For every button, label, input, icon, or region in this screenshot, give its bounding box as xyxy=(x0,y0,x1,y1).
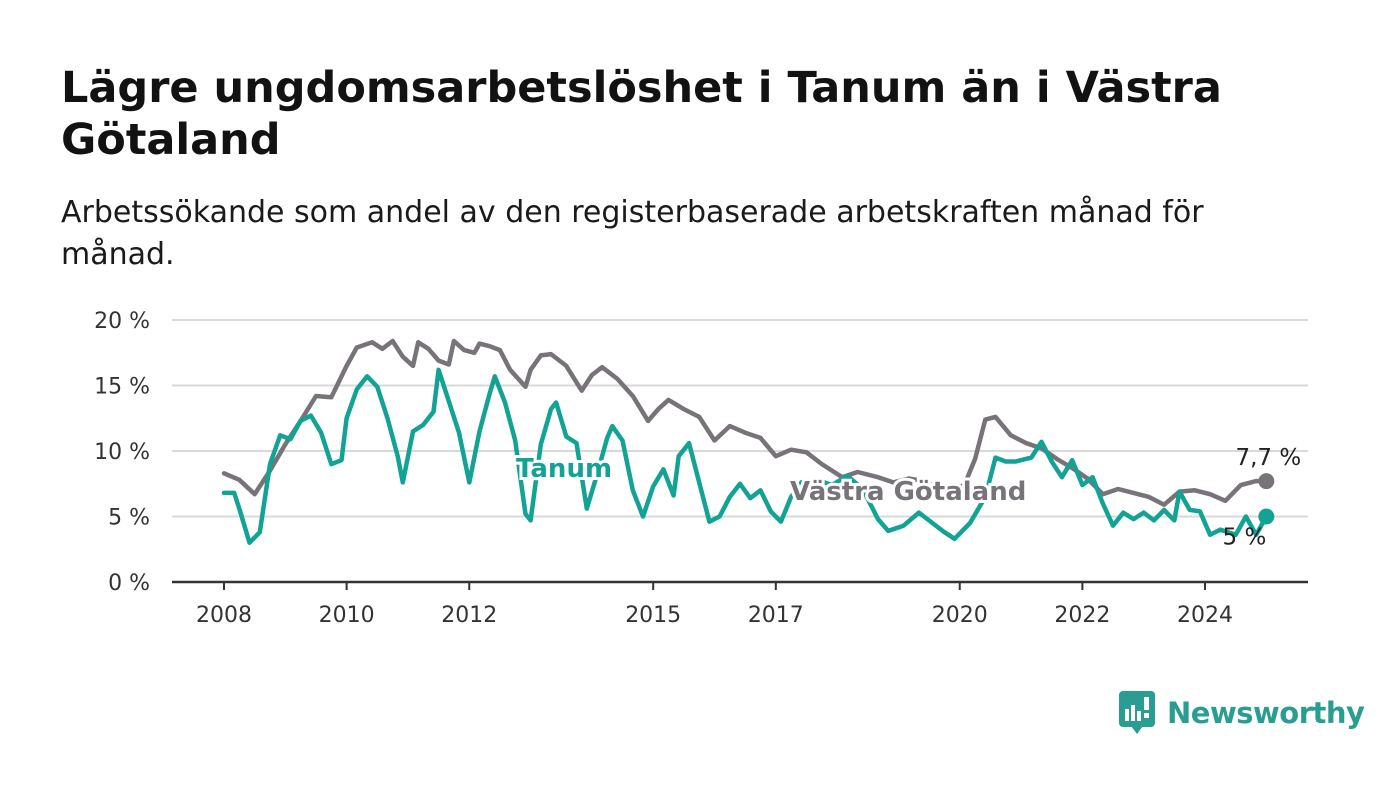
x-tick-label: 2020 xyxy=(932,603,988,628)
series-endpoint-tanum xyxy=(1258,508,1275,525)
x-tick-label: 2024 xyxy=(1177,603,1233,628)
x-tick-label: 2010 xyxy=(319,603,375,628)
y-tick-label: 0 % xyxy=(108,571,150,596)
series-labels: 7,7 % 5 % Tanum Västra Götaland xyxy=(513,445,1301,551)
chart-subtitle: Arbetssökande som andel av den registerb… xyxy=(61,195,1204,272)
x-tick-label: 2022 xyxy=(1054,603,1110,628)
newsworthy-logo-icon xyxy=(1119,691,1155,734)
series-line-västra-götaland xyxy=(221,338,1269,507)
x-tick-label: 2017 xyxy=(748,603,804,628)
y-tick-label: 20 % xyxy=(94,309,150,334)
chart-title: Lägre ungdomsarbetslöshet i Tanum än i V… xyxy=(61,63,1222,165)
x-axis-ticks: 2008 2010 2012 2015 2017 2020 2022 2024 xyxy=(196,582,1233,628)
y-tick-label: 5 % xyxy=(108,506,150,531)
newsworthy-logo[interactable]: Newsworthy xyxy=(1119,690,1365,736)
y-tick-label: 15 % xyxy=(94,375,150,400)
y-tick-label: 10 % xyxy=(94,440,150,465)
series-lines xyxy=(221,338,1275,545)
line-chart: 0 %5 %10 %15 %20 % 2008 2010 2012 2015 2017 2… xyxy=(94,309,1308,628)
y-axis-ticks: 0 % 5 % 10 % 15 % 20 % xyxy=(94,309,150,596)
end-value-label-tanum: 5 % xyxy=(1223,525,1267,551)
series-line-tanum xyxy=(221,367,1269,545)
series-endpoint-västra-götaland xyxy=(1258,473,1275,490)
series-label-vastra-gotaland: Västra Götaland xyxy=(790,477,1026,507)
end-value-label-västra-götaland: 7,7 % xyxy=(1235,445,1301,471)
x-tick-label: 2012 xyxy=(441,603,497,628)
newsworthy-logo-text: Newsworthy xyxy=(1167,696,1365,730)
x-tick-label: 2015 xyxy=(625,603,681,628)
series-label-tanum: Tanum xyxy=(516,454,612,484)
x-tick-label: 2008 xyxy=(196,603,252,628)
